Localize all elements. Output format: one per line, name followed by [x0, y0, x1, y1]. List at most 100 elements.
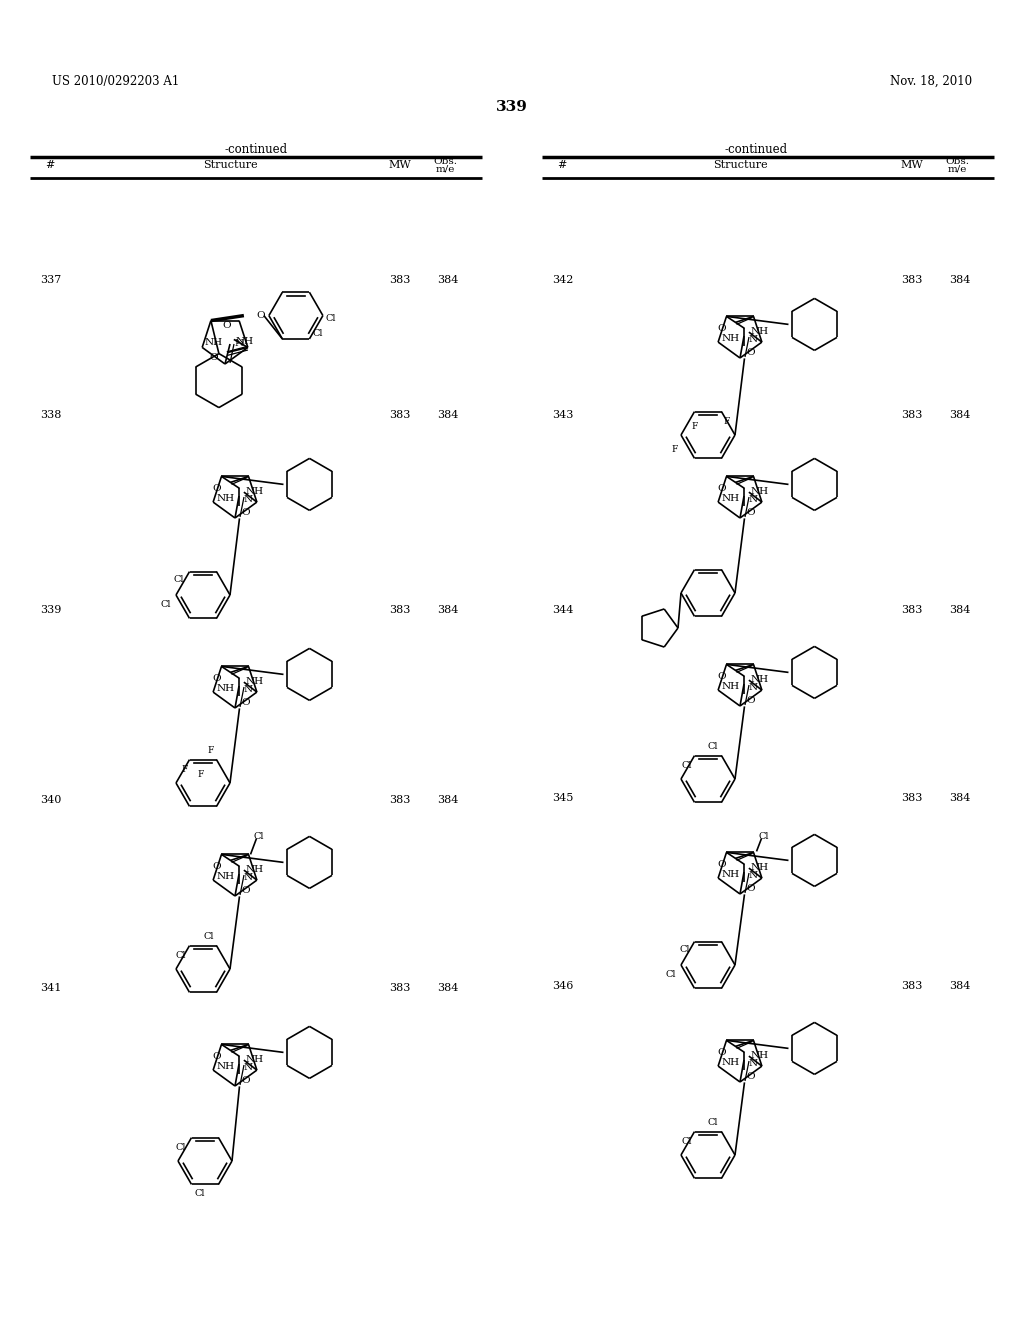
- Text: O: O: [212, 862, 220, 871]
- Text: NH: NH: [236, 338, 254, 346]
- Text: N: N: [234, 339, 244, 348]
- Text: N: N: [244, 685, 253, 693]
- Text: NH: NH: [216, 684, 234, 693]
- Text: O: O: [717, 672, 726, 681]
- Text: Cl: Cl: [176, 1143, 186, 1151]
- Text: m/e: m/e: [435, 165, 455, 174]
- Text: 384: 384: [437, 275, 459, 285]
- Text: 384: 384: [437, 795, 459, 805]
- Text: Cl: Cl: [312, 330, 323, 338]
- Text: F: F: [724, 417, 730, 425]
- Text: NH: NH: [751, 487, 769, 496]
- Text: NH: NH: [246, 866, 264, 874]
- Text: 384: 384: [949, 605, 971, 615]
- Text: 383: 383: [389, 275, 411, 285]
- Text: O: O: [242, 508, 250, 517]
- Text: NH: NH: [721, 1057, 739, 1067]
- Text: 383: 383: [901, 275, 923, 285]
- Text: NH: NH: [216, 1061, 234, 1071]
- Text: 383: 383: [901, 605, 923, 615]
- Text: Cl: Cl: [195, 1189, 205, 1199]
- Text: 342: 342: [552, 275, 573, 285]
- Text: #: #: [557, 160, 566, 170]
- Text: N: N: [244, 1063, 253, 1072]
- Text: 384: 384: [437, 605, 459, 615]
- Text: MW: MW: [901, 160, 924, 170]
- Text: 344: 344: [552, 605, 573, 615]
- Text: NH: NH: [721, 681, 739, 690]
- Text: O: O: [256, 312, 264, 319]
- Text: O: O: [212, 675, 220, 682]
- Text: NH: NH: [721, 334, 739, 343]
- Text: Cl: Cl: [666, 970, 676, 979]
- Text: O: O: [242, 887, 250, 895]
- Text: O: O: [717, 323, 726, 333]
- Text: O: O: [746, 348, 755, 358]
- Text: Cl: Cl: [759, 832, 769, 841]
- Text: NH: NH: [216, 494, 234, 503]
- Text: NH: NH: [246, 1056, 264, 1064]
- Text: m/e: m/e: [947, 165, 967, 174]
- Text: Structure: Structure: [203, 160, 257, 170]
- Text: N: N: [749, 682, 758, 692]
- Text: 383: 383: [389, 605, 411, 615]
- Text: 339: 339: [40, 605, 61, 615]
- Text: NH: NH: [721, 870, 739, 879]
- Text: 339: 339: [496, 100, 528, 114]
- Text: 345: 345: [552, 793, 573, 803]
- Text: 340: 340: [40, 795, 61, 805]
- Text: O: O: [212, 484, 220, 492]
- Text: Cl: Cl: [679, 945, 689, 953]
- Text: Obs.: Obs.: [945, 157, 969, 166]
- Text: -continued: -continued: [224, 143, 288, 156]
- Text: 384: 384: [949, 275, 971, 285]
- Text: O: O: [242, 1076, 250, 1085]
- Text: 341: 341: [40, 983, 61, 993]
- Text: F: F: [691, 421, 697, 430]
- Text: O: O: [746, 508, 755, 517]
- Text: 346: 346: [552, 981, 573, 991]
- Text: N: N: [244, 495, 253, 504]
- Text: NH: NH: [216, 871, 234, 880]
- Text: 383: 383: [389, 983, 411, 993]
- Text: Cl: Cl: [161, 601, 171, 609]
- Text: 384: 384: [949, 981, 971, 991]
- Text: N: N: [244, 873, 253, 882]
- Text: NH: NH: [751, 327, 769, 337]
- Text: Structure: Structure: [713, 160, 767, 170]
- Text: Cl: Cl: [326, 314, 337, 323]
- Text: O: O: [242, 698, 250, 708]
- Text: O: O: [212, 1052, 220, 1061]
- Text: 383: 383: [901, 981, 923, 991]
- Text: #: #: [45, 160, 54, 170]
- Text: NH: NH: [246, 677, 264, 686]
- Text: F: F: [198, 770, 204, 779]
- Text: Cl: Cl: [681, 760, 691, 770]
- Text: 338: 338: [40, 411, 61, 420]
- Text: NH: NH: [721, 494, 739, 503]
- Text: NH: NH: [246, 487, 264, 496]
- Text: O: O: [746, 884, 755, 894]
- Text: N: N: [749, 871, 758, 879]
- Text: 337: 337: [40, 275, 61, 285]
- Text: NH: NH: [204, 338, 222, 347]
- Text: 384: 384: [949, 793, 971, 803]
- Text: O: O: [717, 484, 726, 492]
- Text: 383: 383: [901, 411, 923, 420]
- Text: 383: 383: [901, 793, 923, 803]
- Text: MW: MW: [389, 160, 412, 170]
- Text: F: F: [207, 746, 213, 755]
- Text: NH: NH: [751, 1052, 769, 1060]
- Text: Cl: Cl: [254, 832, 264, 841]
- Text: Cl: Cl: [203, 932, 213, 941]
- Text: Cl: Cl: [681, 1137, 691, 1146]
- Text: 384: 384: [949, 411, 971, 420]
- Text: N: N: [749, 1059, 758, 1068]
- Text: O: O: [209, 352, 218, 362]
- Text: NH: NH: [751, 863, 769, 873]
- Text: F: F: [672, 445, 678, 454]
- Text: O: O: [746, 697, 755, 705]
- Text: F: F: [181, 764, 187, 774]
- Text: Obs.: Obs.: [433, 157, 457, 166]
- Text: NH: NH: [751, 676, 769, 685]
